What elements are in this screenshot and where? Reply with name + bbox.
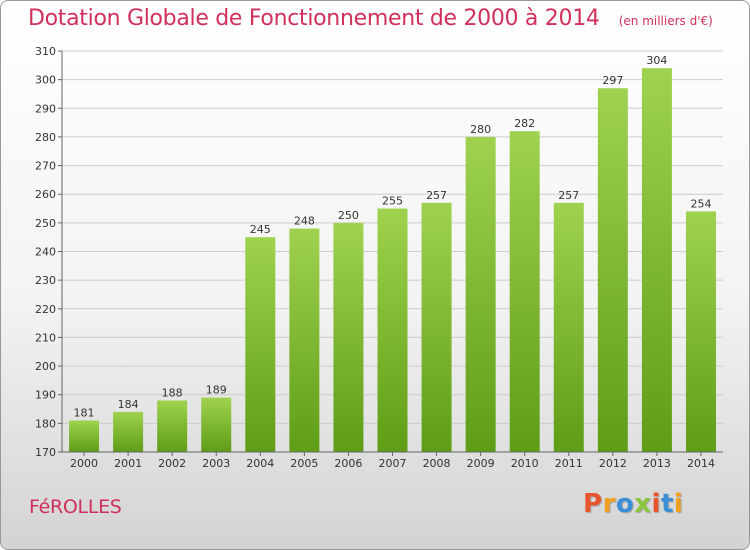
x-tick-label: 2001 (114, 457, 142, 470)
x-tick-label: 2007 (379, 457, 407, 470)
y-tick-label: 170 (35, 446, 56, 459)
chart-subtitle: (en milliers d'€) (618, 14, 713, 28)
logo-letter: i (651, 489, 661, 519)
x-axis-ticks: 2000 2001 2002 2003 2004 2005 2006 2007 2008 2009… (70, 452, 715, 470)
logo-letter: i (673, 489, 684, 519)
proxiti-logo: Proxiti (583, 489, 683, 519)
y-tick-label: 280 (35, 131, 56, 144)
y-tick-label: 200 (35, 360, 56, 373)
bars: 181 184 188 189 245 248 250 255 257 280 282 257 297 3… (69, 54, 716, 452)
y-tick-label: 290 (35, 102, 56, 115)
y-tick-label: 180 (35, 417, 56, 430)
x-tick-label: 2005 (290, 457, 318, 470)
x-tick-label: 2011 (555, 457, 583, 470)
bar-2001 (113, 411, 144, 452)
bar-2005 (289, 228, 320, 452)
title-row: Dotation Globale de Fonctionnement de 20… (28, 6, 713, 31)
y-tick-label: 220 (35, 303, 56, 316)
data-label-2004: 245 (250, 223, 271, 236)
bar-2006 (333, 222, 364, 452)
data-label-2011: 257 (558, 189, 579, 202)
bar-2011 (553, 202, 584, 452)
y-tick-label: 300 (35, 74, 56, 87)
bar-2014 (685, 211, 716, 452)
logo-letter: o (615, 489, 635, 519)
bar-2002 (157, 400, 188, 452)
data-label-2006: 250 (338, 209, 359, 222)
bar-2008 (421, 202, 452, 452)
data-label-2003: 189 (206, 384, 227, 397)
y-tick-label: 250 (35, 217, 56, 230)
y-tick-label: 310 (35, 45, 56, 58)
logo-letter: t (660, 489, 674, 519)
chart-title: Dotation Globale de Fonctionnement de 20… (28, 6, 600, 31)
x-tick-label: 2000 (70, 457, 98, 470)
x-tick-label: 2012 (599, 457, 627, 470)
bar-2004 (245, 237, 276, 452)
x-tick-label: 2004 (246, 457, 274, 470)
data-label-2009: 280 (470, 123, 491, 136)
x-tick-label: 2009 (467, 457, 495, 470)
y-tick-label: 260 (35, 188, 56, 201)
bar-2000 (69, 420, 100, 452)
x-tick-label: 2006 (334, 457, 362, 470)
y-axis-ticks: 170 180 190 200 210 220 230 240 250 260 270 280 290 3… (35, 45, 62, 459)
bar-2009 (465, 136, 496, 452)
y-tick-label: 230 (35, 274, 56, 287)
y-tick-label: 240 (35, 246, 56, 259)
bar-2003 (201, 397, 232, 452)
y-tick-label: 190 (35, 389, 56, 402)
data-label-2013: 304 (646, 54, 667, 67)
data-label-2005: 248 (294, 215, 315, 228)
logo-letter: r (602, 489, 616, 519)
x-tick-label: 2002 (158, 457, 186, 470)
data-label-2012: 297 (602, 74, 623, 87)
data-label-2010: 282 (514, 117, 535, 130)
bar-2012 (597, 88, 628, 452)
data-label-2002: 188 (162, 386, 183, 399)
logo-letter: x (634, 489, 652, 519)
y-tick-label: 210 (35, 331, 56, 344)
data-label-2007: 255 (382, 195, 403, 208)
x-tick-label: 2008 (423, 457, 451, 470)
commune-name: FéROLLES (29, 496, 122, 518)
bar-2010 (509, 131, 540, 452)
data-label-2008: 257 (426, 189, 447, 202)
x-tick-label: 2014 (687, 457, 715, 470)
x-tick-label: 2010 (511, 457, 539, 470)
bar-2013 (641, 68, 672, 452)
logo-letter: P (583, 489, 603, 519)
data-label-2014: 254 (690, 197, 711, 210)
x-tick-label: 2003 (202, 457, 230, 470)
bar-2007 (377, 208, 408, 452)
y-tick-label: 270 (35, 160, 56, 173)
data-label-2001: 184 (118, 398, 139, 411)
x-tick-label: 2013 (643, 457, 671, 470)
data-label-2000: 181 (74, 406, 95, 419)
